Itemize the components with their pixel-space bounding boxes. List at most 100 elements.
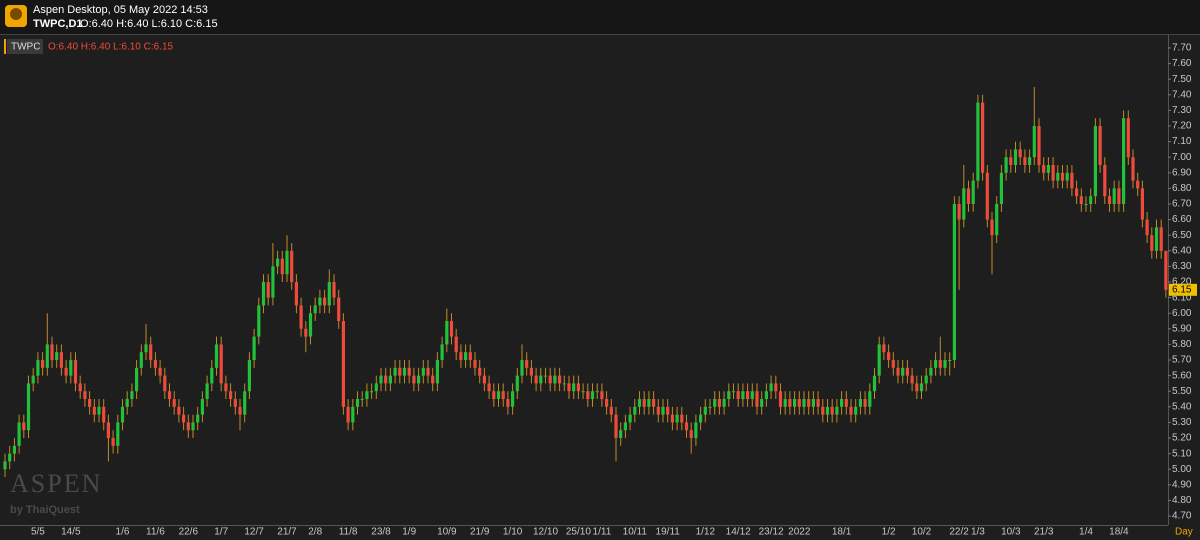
candle-body (64, 367, 68, 376)
candle-body (905, 367, 909, 376)
y-tick-label: 5.80 (1172, 339, 1192, 350)
legend-marker (4, 39, 6, 54)
candle-body (628, 414, 632, 423)
candle-body (661, 406, 665, 415)
candle-body (196, 414, 200, 423)
candle-body (167, 391, 172, 400)
y-tick-label: 5.50 (1172, 386, 1192, 397)
candle-body (116, 422, 120, 446)
candle-body (558, 375, 562, 384)
candle-body (689, 430, 693, 439)
candle-body (388, 375, 392, 384)
candle-body (1042, 164, 1046, 173)
candle-body (811, 399, 815, 407)
candle-body (609, 406, 613, 415)
watermark-brand: ASPEN (10, 469, 102, 498)
candle-body (576, 383, 580, 392)
x-tick-label: 22/2 (949, 527, 969, 538)
candle-body (548, 375, 552, 384)
candle-body (252, 336, 256, 361)
y-tick-label: 6.70 (1172, 199, 1192, 210)
candle-body (1037, 125, 1041, 165)
candle-body (1126, 118, 1130, 158)
x-tick-label: 21/3 (1034, 527, 1054, 538)
y-tick-label: 7.70 (1172, 43, 1192, 54)
candle-body (355, 399, 360, 407)
candle-body (722, 399, 726, 407)
candle-body (285, 250, 289, 275)
legend-symbol-box (7, 39, 43, 54)
candle-body (431, 375, 435, 384)
candle-body (445, 321, 449, 345)
candle-body (835, 406, 839, 415)
candle-body (590, 391, 595, 400)
candle-body (1145, 219, 1149, 236)
x-tick-label: 25/10 (566, 527, 591, 538)
candle-body (614, 414, 618, 439)
candle-body (1117, 188, 1121, 205)
header-bar (0, 0, 1200, 34)
candle-body (346, 406, 350, 423)
candle-body (708, 406, 712, 408)
candle-body (370, 391, 374, 393)
candle-body (459, 352, 463, 361)
y-tick-label: 4.90 (1172, 479, 1192, 490)
candle-body (412, 375, 416, 384)
candle-body (642, 399, 646, 407)
x-tick-label: 23/8 (371, 527, 391, 538)
candle-body (633, 406, 637, 415)
candle-body (97, 406, 101, 415)
x-tick-label: 14/5 (61, 527, 81, 538)
candle-body (139, 352, 143, 368)
candle-body (243, 391, 247, 415)
candle-body (849, 406, 853, 415)
candle-body (896, 367, 900, 376)
candle-body (1046, 164, 1050, 173)
candle-body (666, 406, 670, 415)
candle-body (675, 414, 679, 423)
candle-body (830, 406, 834, 415)
candle-body (515, 375, 519, 392)
candle-body (844, 399, 848, 407)
candle-body (12, 445, 16, 454)
candle-body (177, 406, 181, 415)
candle-body (308, 313, 313, 337)
y-tick-label: 6.40 (1172, 245, 1192, 256)
candle-body (238, 406, 242, 415)
candle-body (1084, 204, 1088, 206)
x-tick-label: 12/7 (244, 527, 264, 538)
candle-body (182, 414, 186, 423)
y-tick-label: 5.30 (1172, 417, 1192, 428)
candle-body (910, 375, 914, 384)
candle-body (586, 391, 590, 400)
candle-body (948, 360, 952, 362)
candle-body (652, 399, 656, 407)
candle-body (1089, 196, 1093, 205)
candle-body (290, 250, 294, 283)
candle-body (473, 360, 477, 368)
candle-body (351, 406, 355, 423)
candle-body (271, 266, 275, 298)
candle-body (247, 360, 251, 392)
candle-body (962, 188, 966, 220)
candle-body (750, 391, 754, 400)
candle-body (426, 367, 430, 376)
candle-body (863, 399, 867, 407)
candle-body (840, 399, 844, 407)
candle-body (543, 375, 548, 377)
candle-body (854, 406, 858, 415)
candle-body (449, 321, 454, 337)
x-tick-label: 23/12 (759, 527, 784, 538)
candle-body (487, 383, 491, 392)
candle-body (323, 297, 327, 306)
candle-body (257, 305, 261, 337)
candle-body (788, 399, 792, 407)
y-tick-label: 5.10 (1172, 448, 1192, 459)
y-tick-label: 7.60 (1172, 58, 1192, 69)
candle-body (769, 383, 773, 392)
candle-body (337, 297, 341, 322)
candle-body (111, 438, 115, 446)
candle-body (703, 406, 707, 415)
